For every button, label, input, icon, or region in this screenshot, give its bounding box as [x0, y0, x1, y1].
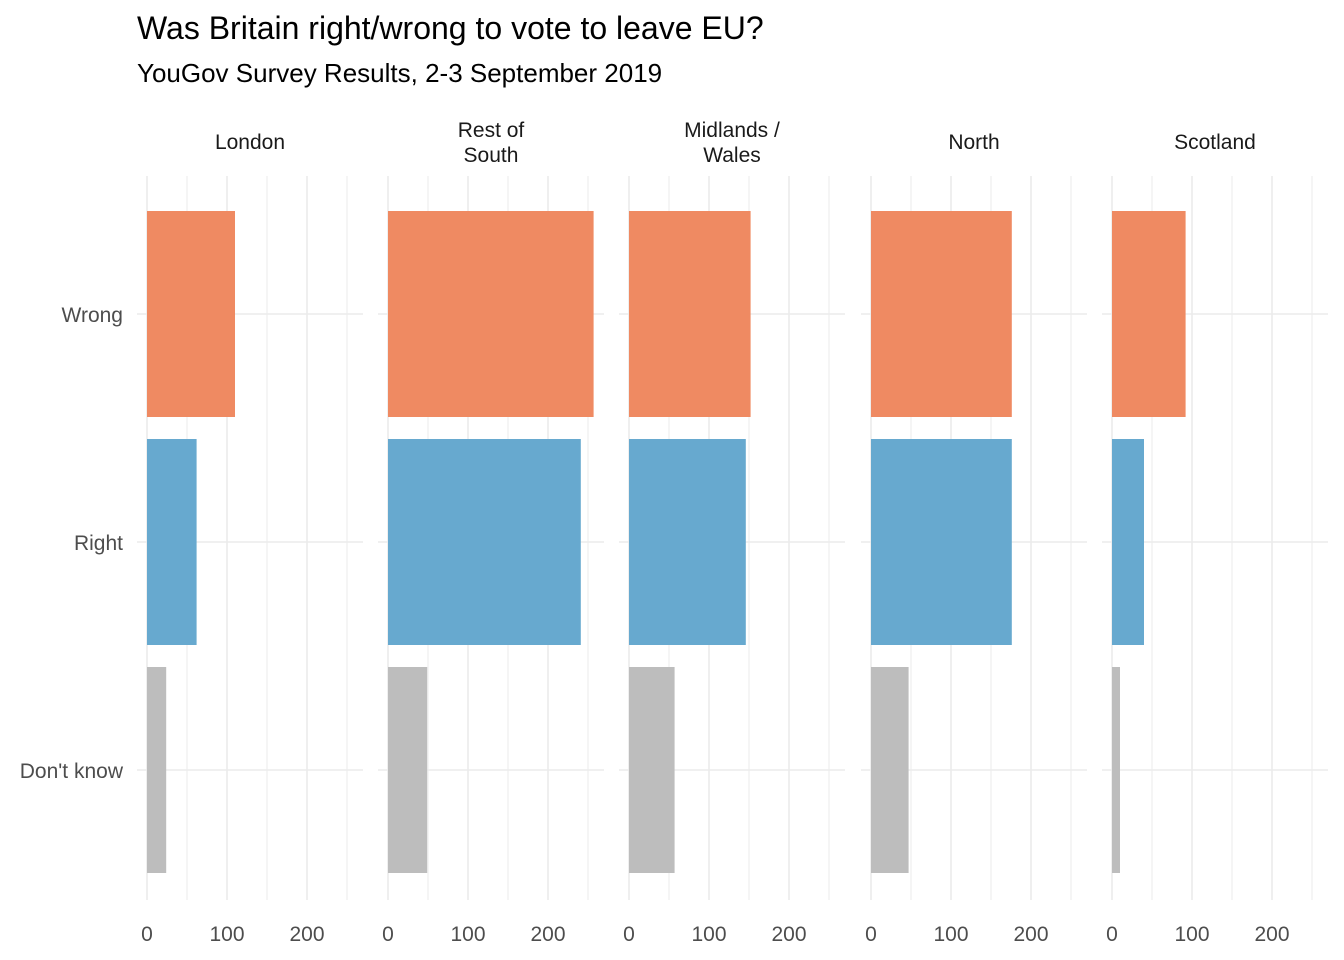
facet-label: London [215, 131, 285, 154]
x-tick-label: 200 [771, 923, 806, 946]
bar-don-t-know-panel-5 [1112, 667, 1120, 873]
facet-label: North [948, 131, 999, 154]
chart-subtitle: YouGov Survey Results, 2-3 September 201… [137, 58, 663, 88]
x-tick-label: 0 [1106, 923, 1118, 946]
chart-title: Was Britain right/wrong to vote to leave… [137, 10, 764, 46]
bar-wrong-panel-5 [1112, 211, 1186, 417]
bar-right-panel-4 [871, 439, 1012, 645]
x-tick-label: 100 [209, 923, 244, 946]
x-tick-label: 0 [623, 923, 635, 946]
bar-don-t-know-panel-4 [871, 667, 909, 873]
y-tick-label: Right [74, 532, 123, 555]
facet-label: Midlands / [684, 119, 780, 142]
x-tick-label: 0 [865, 923, 877, 946]
x-tick-label: 0 [141, 923, 153, 946]
x-tick-label: 200 [1254, 923, 1289, 946]
bar-wrong-panel-2 [388, 211, 594, 417]
x-tick-label: 100 [691, 923, 726, 946]
y-tick-label: Wrong [62, 304, 123, 327]
bar-don-t-know-panel-1 [147, 667, 167, 873]
facet-label: Rest of [458, 119, 525, 142]
bar-right-panel-5 [1112, 439, 1144, 645]
bar-right-panel-1 [147, 439, 197, 645]
x-tick-label: 200 [289, 923, 324, 946]
x-tick-label: 100 [933, 923, 968, 946]
bar-don-t-know-panel-3 [629, 667, 675, 873]
bar-right-panel-2 [388, 439, 581, 645]
y-tick-label: Don't know [20, 760, 124, 783]
x-tick-label: 100 [1174, 923, 1209, 946]
bar-wrong-panel-4 [871, 211, 1012, 417]
bar-wrong-panel-1 [147, 211, 235, 417]
x-tick-label: 200 [1013, 923, 1048, 946]
x-tick-label: 200 [530, 923, 565, 946]
bar-don-t-know-panel-2 [388, 667, 428, 873]
bar-right-panel-3 [629, 439, 746, 645]
facet-label: Wales [703, 144, 761, 167]
x-tick-label: 100 [450, 923, 485, 946]
bar-wrong-panel-3 [629, 211, 751, 417]
facet-label: Scotland [1174, 131, 1256, 154]
facet-label: South [464, 144, 519, 167]
x-tick-label: 0 [382, 923, 394, 946]
